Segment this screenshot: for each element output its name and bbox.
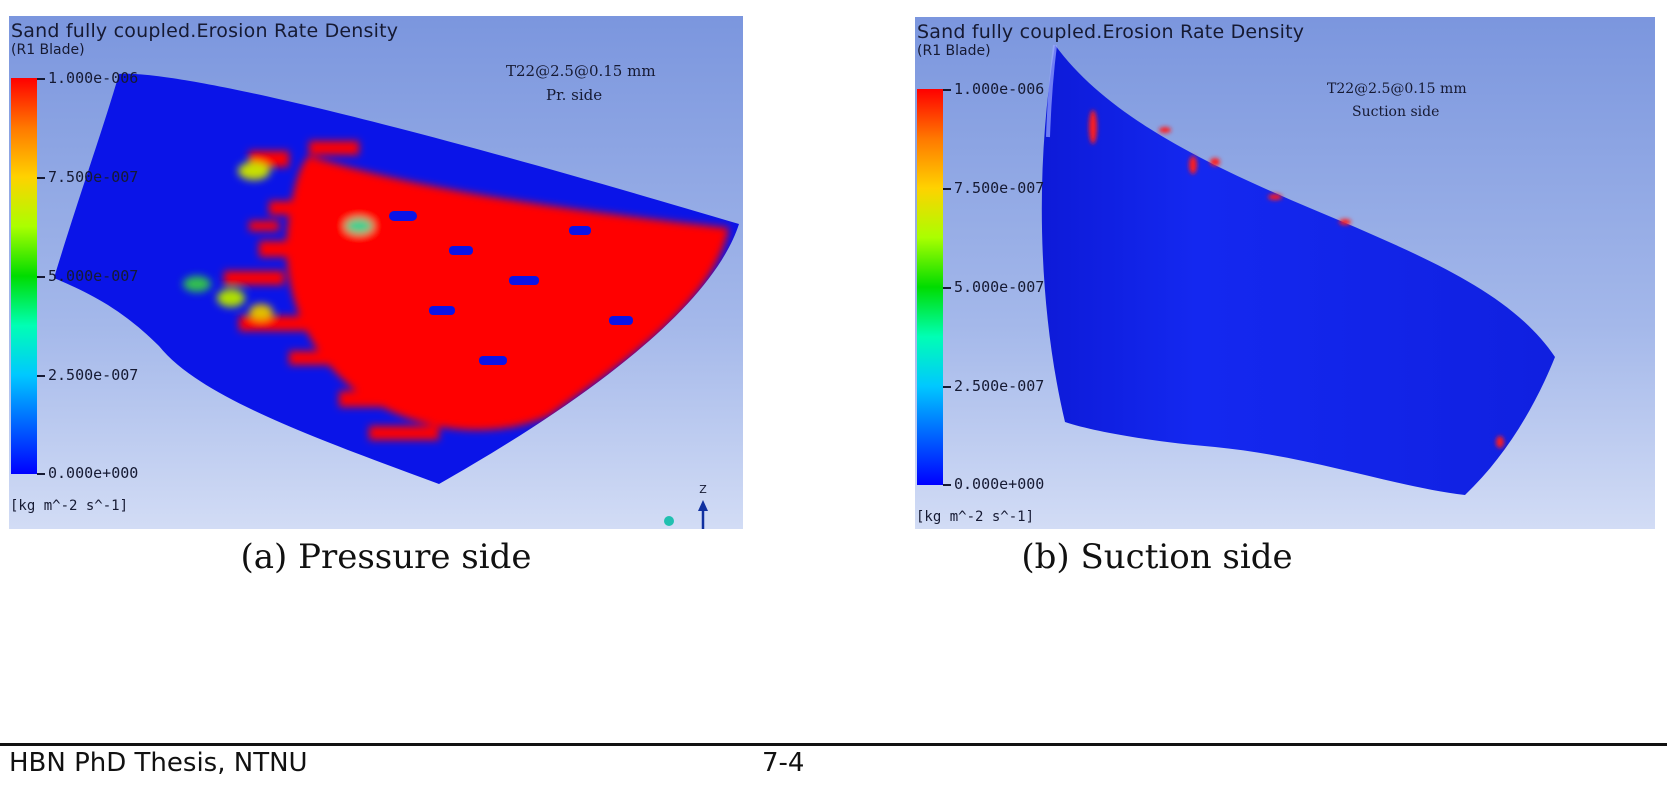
page-number: 7-4	[762, 748, 805, 778]
colorbar-tick	[943, 386, 951, 388]
colorbar-tick-label: 2.500e-007	[954, 377, 1045, 395]
axis-triad: Z	[664, 483, 708, 529]
case-label: T22@2.5@0.15 mm	[1327, 81, 1467, 97]
suction-side-blade-render	[1041, 44, 1555, 495]
colorbar-tick	[943, 188, 951, 190]
blade-surface	[1041, 45, 1555, 495]
colorbar-tick	[37, 177, 45, 179]
colorbar-tick	[943, 484, 951, 486]
plot-title: Sand fully coupled.Erosion Rate Density	[917, 21, 1305, 43]
z-axis-label: Z	[699, 483, 707, 496]
colorbar-tick-label: 2.500e-007	[48, 366, 139, 384]
colorbar-tick	[943, 287, 951, 289]
colorbar-tick	[37, 473, 45, 475]
blade-edge-highlight	[1046, 44, 1057, 138]
colorbar-units: [kg m^-2 s^-1]	[10, 498, 129, 514]
axis-origin-marker	[664, 516, 674, 526]
footer-thesis-label: HBN PhD Thesis, NTNU	[9, 748, 308, 778]
colorbar-tick-label: 1.000e-006	[954, 80, 1045, 98]
colorbar-tick-label: 7.500e-007	[954, 179, 1045, 197]
plot-subtitle: (R1 Blade)	[11, 42, 85, 58]
pressure-side-contour-plot: Sand fully coupled.Erosion Rate Density …	[9, 16, 743, 529]
colorbar-tick-label: 5.000e-007	[954, 278, 1045, 296]
subfigure-caption-b: (b) Suction side	[1021, 537, 1293, 577]
colorbar-tick-label: 5.000e-007	[48, 267, 139, 285]
z-axis-arrowhead-icon	[698, 500, 708, 511]
colorbar	[11, 78, 37, 474]
colorbar-tick-label: 1.000e-006	[48, 69, 139, 87]
colorbar-tick	[37, 78, 45, 80]
pressure-side-blade-render	[54, 73, 739, 484]
colorbar-tick	[943, 89, 951, 91]
footer-rule	[0, 743, 1667, 746]
colorbar-tick-label: 0.000e+000	[954, 475, 1045, 493]
colorbar-tick-label: 7.500e-007	[48, 168, 139, 186]
erosion-streaks	[389, 211, 633, 365]
plot-title: Sand fully coupled.Erosion Rate Density	[11, 20, 399, 42]
erosion-hotspot-region	[183, 141, 729, 440]
colorbar-tick	[37, 276, 45, 278]
suction-side-contour-plot: Sand fully coupled.Erosion Rate Density …	[915, 17, 1655, 529]
erosion-hotspots	[1089, 110, 1504, 448]
colorbar	[917, 89, 943, 485]
colorbar-units: [kg m^-2 s^-1]	[916, 509, 1035, 525]
colorbar-tick-label: 0.000e+000	[48, 464, 139, 482]
case-label: T22@2.5@0.15 mm	[506, 62, 656, 80]
side-label: Suction side	[1352, 104, 1440, 120]
colorbar-tick	[37, 375, 45, 377]
plot-subtitle: (R1 Blade)	[917, 43, 991, 59]
subfigure-caption-a: (a) Pressure side	[240, 537, 532, 577]
side-label: Pr. side	[546, 86, 603, 104]
